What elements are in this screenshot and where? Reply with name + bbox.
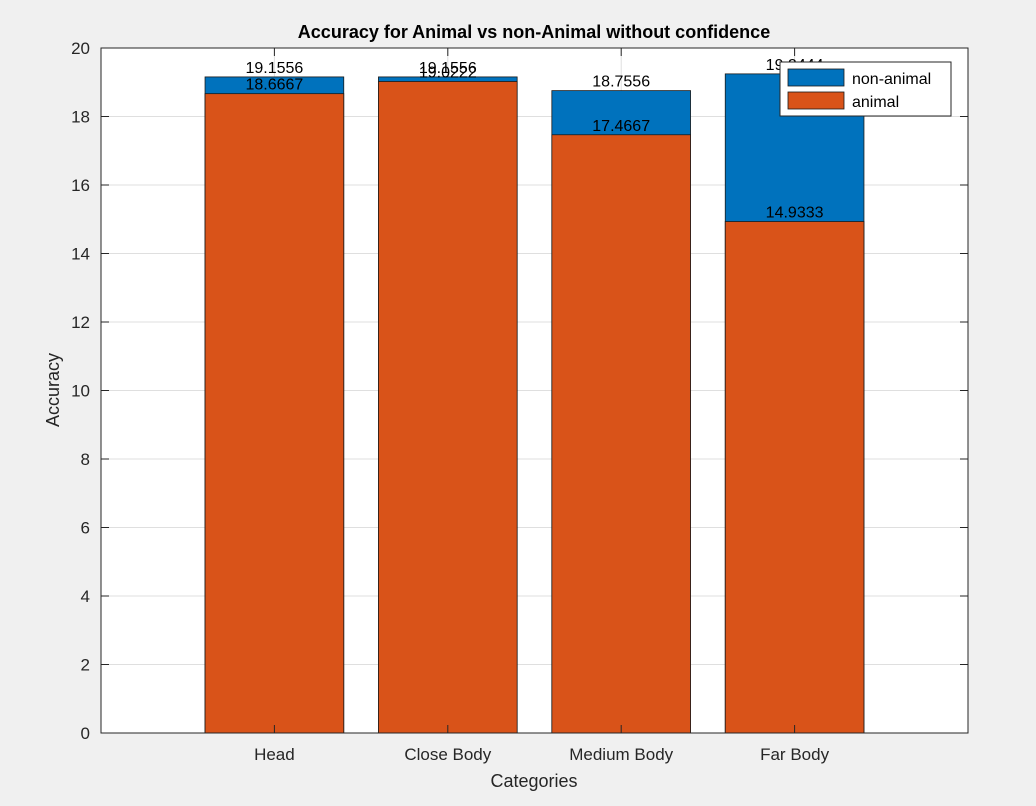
y-tick-label: 2	[81, 656, 90, 675]
y-tick-label: 8	[81, 450, 90, 469]
legend-swatch-non-animal	[787, 68, 845, 87]
legend[interactable]: non-animal animal	[779, 61, 952, 117]
bar-animal-3	[551, 134, 691, 734]
x-tick-label: Close Body	[404, 745, 491, 764]
y-tick-label: 0	[81, 724, 90, 743]
y-tick-label: 16	[71, 176, 90, 195]
y-tick-label: 20	[71, 39, 90, 58]
x-tick-label: Medium Body	[569, 745, 673, 764]
data-label-non-animal-1: 19.1556	[245, 60, 303, 77]
legend-label-animal: animal	[852, 94, 899, 111]
bar-animal-2	[378, 81, 518, 734]
y-tick-label: 14	[71, 245, 90, 264]
y-tick-label: 12	[71, 313, 90, 332]
axis-ticks: 0 2 4 6 8 10 12 14 16 18 20 Head Close Body Medium Bo…	[71, 39, 968, 764]
legend-swatch-animal	[787, 91, 845, 110]
data-label-animal-2: 19.0222	[419, 64, 477, 81]
data-label-animal-3: 17.4667	[592, 118, 650, 135]
y-tick-label: 6	[81, 519, 90, 538]
x-tick-label: Far Body	[760, 745, 829, 764]
data-label-non-animal-3: 18.7556	[592, 74, 650, 91]
bars	[204, 73, 865, 734]
x-tick-label: Head	[254, 745, 295, 764]
y-tick-label: 10	[71, 382, 90, 401]
y-axis-label: Accuracy	[43, 353, 63, 427]
y-tick-label: 4	[81, 587, 90, 606]
chart-title: Accuracy for Animal vs non-Animal withou…	[298, 22, 770, 42]
data-label-non-animal-2: 19.1556	[419, 60, 477, 77]
bar-animal-1	[204, 93, 345, 734]
data-labels: 19.155619.155618.755619.244418.666719.02…	[245, 57, 823, 222]
legend-label-non-animal: non-animal	[852, 71, 931, 88]
data-label-animal-1: 18.6667	[245, 77, 303, 94]
data-label-animal-4: 14.9333	[766, 205, 824, 222]
x-axis-label: Categories	[490, 771, 577, 791]
y-tick-label: 18	[71, 108, 90, 127]
bar-animal-4	[724, 221, 865, 734]
